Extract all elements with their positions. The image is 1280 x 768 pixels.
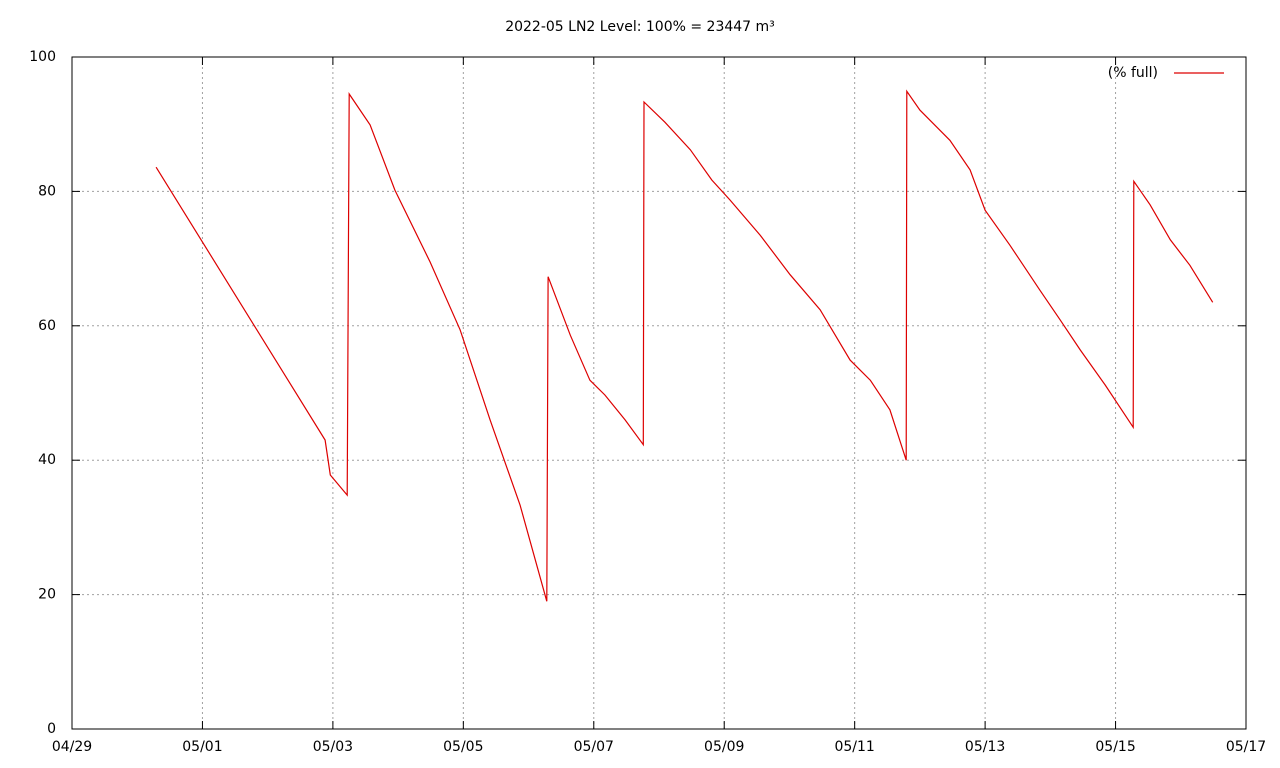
y-tick-label: 80 bbox=[38, 183, 56, 199]
x-tick-label: 05/03 bbox=[313, 739, 353, 755]
y-tick-label: 0 bbox=[47, 721, 56, 737]
y-tick-label: 40 bbox=[38, 452, 56, 468]
x-tick-label: 05/07 bbox=[574, 739, 614, 755]
x-tick-label: 05/05 bbox=[443, 739, 483, 755]
x-tick-label: 05/11 bbox=[834, 739, 874, 755]
y-tick-label: 60 bbox=[38, 318, 56, 334]
x-tick-label: 05/15 bbox=[1095, 739, 1135, 755]
x-tick-label: 05/17 bbox=[1226, 739, 1266, 755]
legend-label: (% full) bbox=[1108, 65, 1158, 81]
y-tick-label: 100 bbox=[29, 49, 56, 65]
plot-frame bbox=[71, 56, 1247, 730]
line bbox=[155, 89, 1214, 602]
x-tick-label: 04/29 bbox=[52, 739, 92, 755]
x-tick-label: 05/01 bbox=[182, 739, 222, 755]
chart-title: 2022-05 LN2 Level: 100% = 23447 m³ bbox=[505, 19, 775, 35]
x-tick-label: 05/13 bbox=[965, 739, 1005, 755]
y-tick-label: 20 bbox=[38, 587, 56, 603]
x-tick-label: 05/09 bbox=[704, 739, 744, 755]
